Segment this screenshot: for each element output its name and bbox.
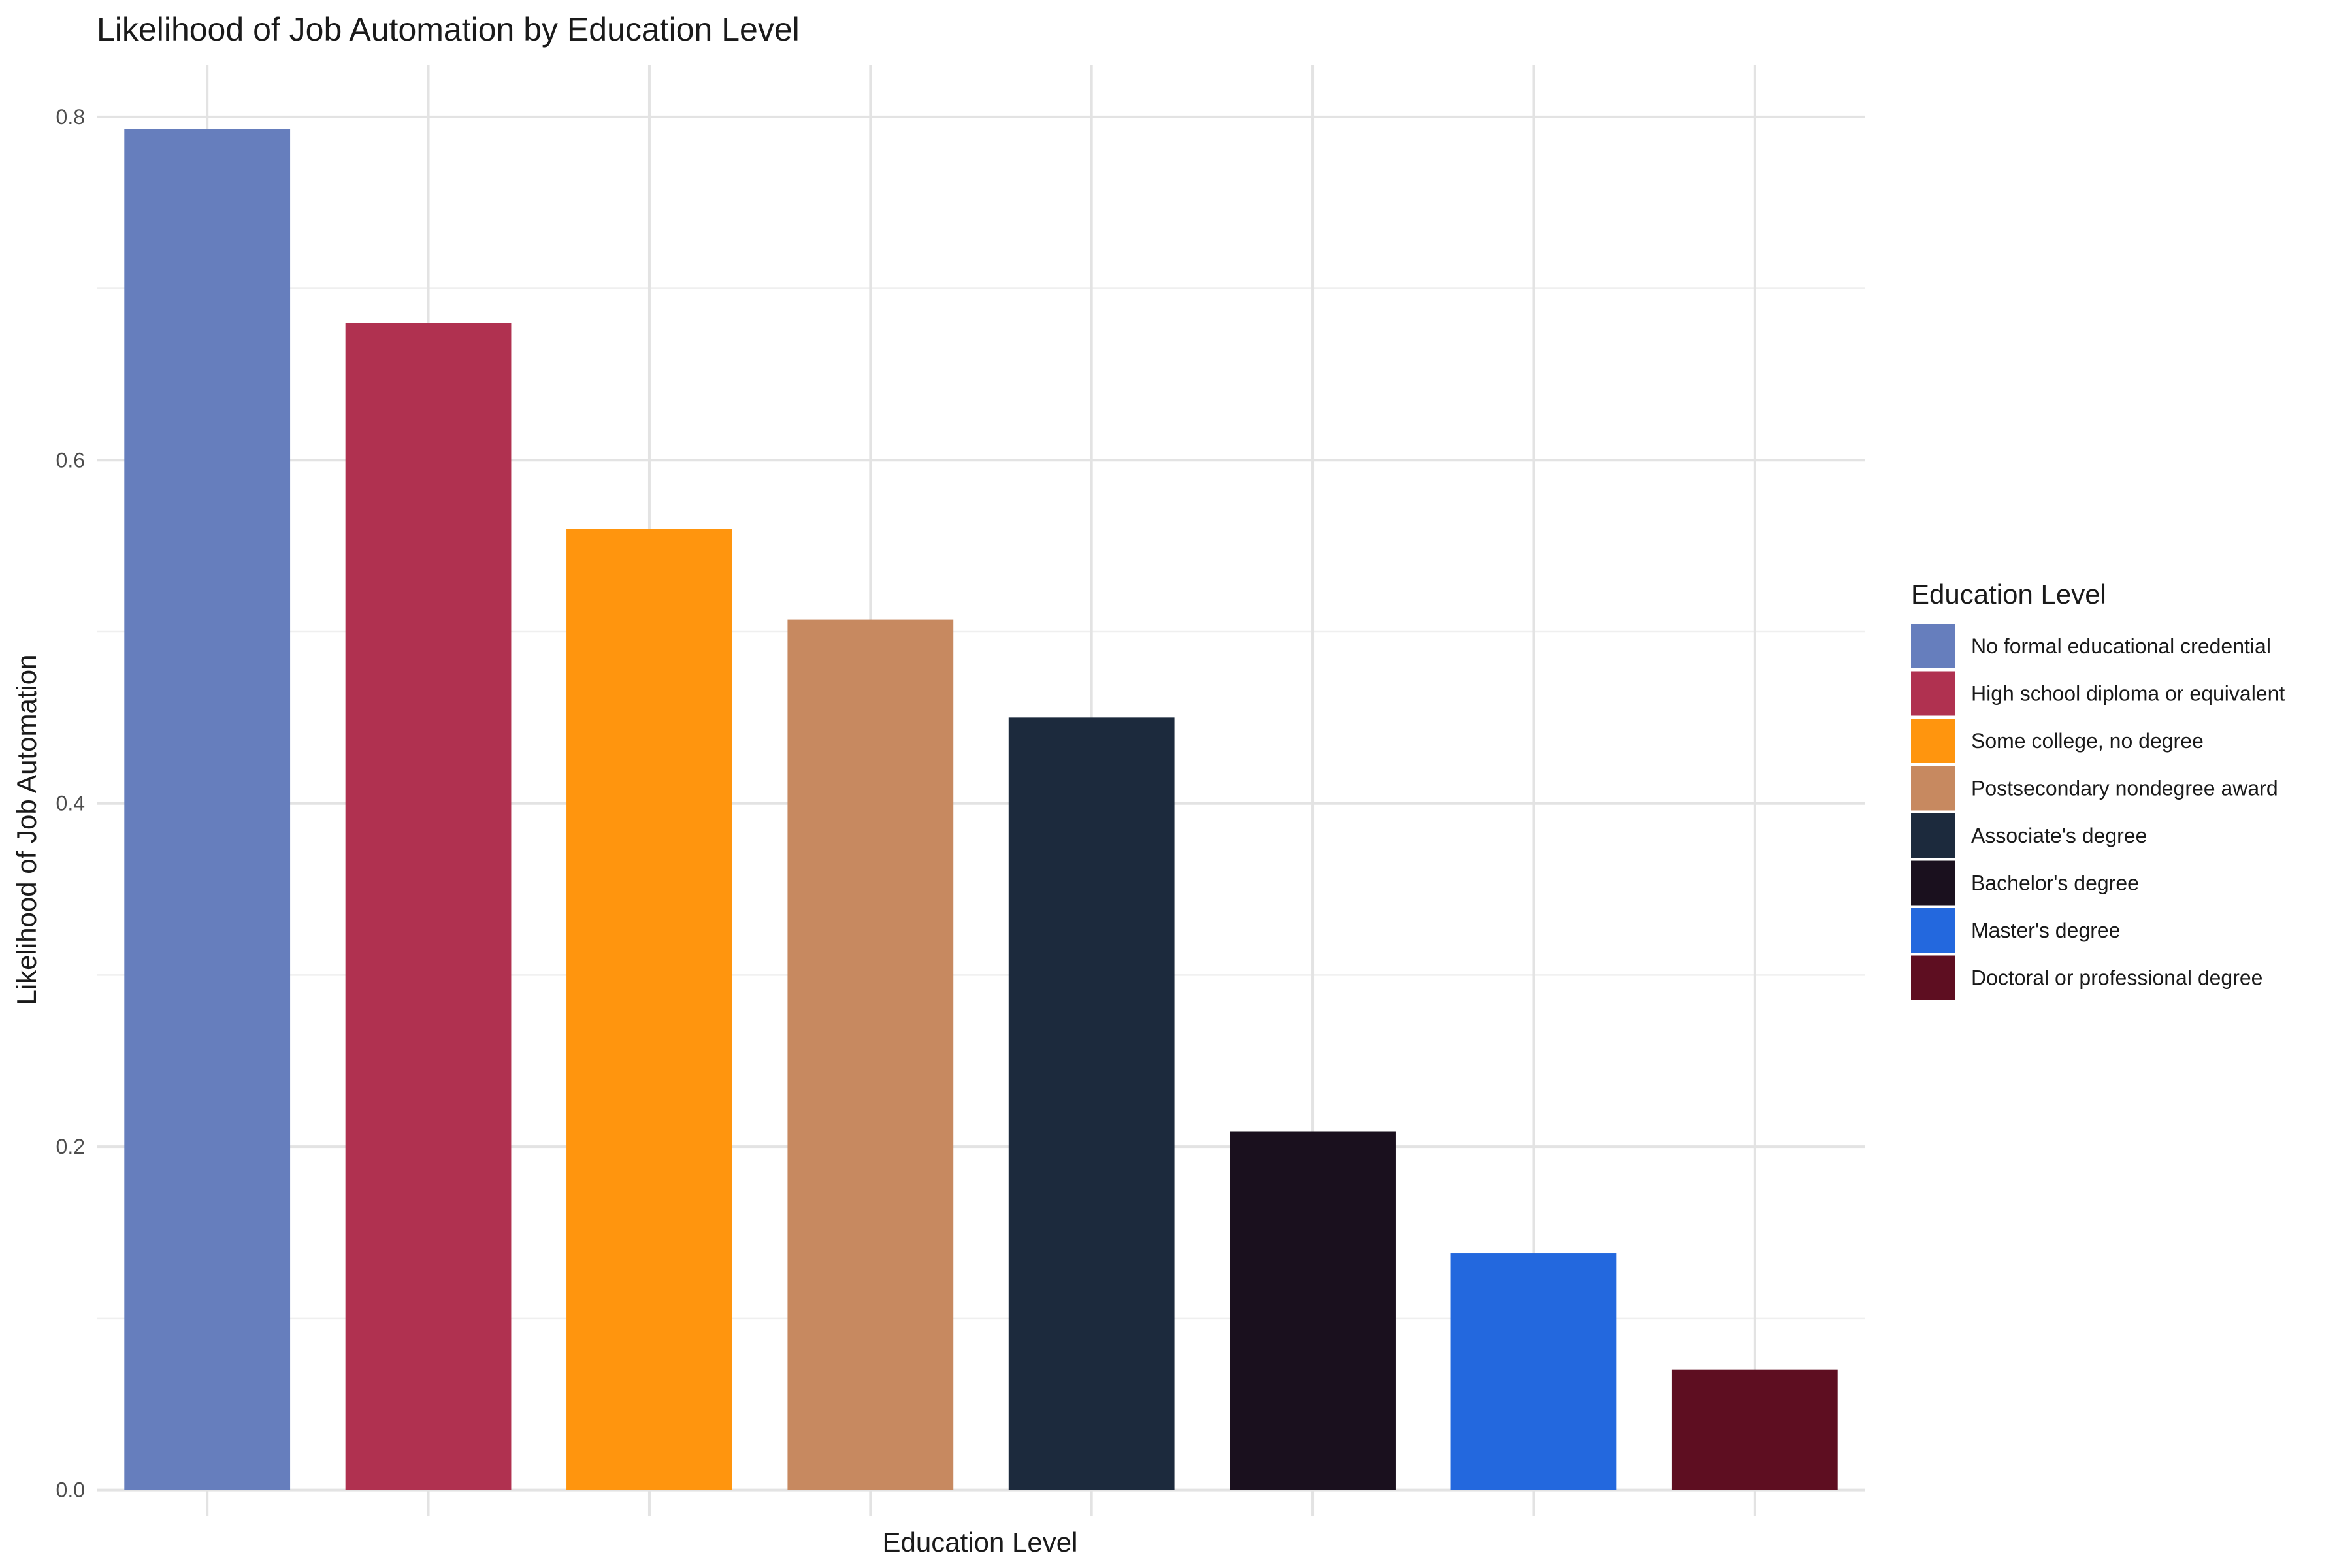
legend-key [1911, 766, 1955, 811]
legend-key [1911, 813, 1955, 858]
legend-key [1911, 719, 1955, 763]
y-tick-label: 0.8 [56, 105, 85, 129]
bar [1230, 1131, 1396, 1490]
bar [1671, 1369, 1838, 1490]
legend-label: High school diploma or equivalent [1971, 682, 2285, 706]
bar [345, 323, 512, 1490]
y-tick-label: 0.6 [56, 448, 85, 472]
legend-key [1911, 671, 1955, 716]
legend-label: Bachelor's degree [1971, 872, 2139, 895]
bar [1008, 717, 1175, 1490]
chart-title: Likelihood of Job Automation by Educatio… [97, 11, 800, 48]
legend-key [1911, 955, 1955, 1000]
legend: Education Level No formal educational cr… [1911, 579, 2285, 1000]
y-tick-label: 0.0 [56, 1478, 85, 1502]
legend-label: Master's degree [1971, 919, 2120, 942]
legend-label: Some college, no degree [1971, 729, 2204, 753]
legend-key [1911, 860, 1955, 906]
bars [124, 129, 1838, 1490]
bar [1450, 1253, 1617, 1490]
legend-key [1911, 624, 1955, 668]
bar [566, 529, 732, 1490]
bar [787, 619, 954, 1490]
legend-label: Associate's degree [1971, 824, 2147, 847]
legend-key [1911, 908, 1955, 953]
legend-title: Education Level [1911, 579, 2106, 610]
legend-label: No formal educational credential [1971, 634, 2271, 658]
legend-label: Doctoral or professional degree [1971, 966, 2262, 990]
x-axis-title: Education Level [883, 1527, 1078, 1558]
bar [124, 129, 291, 1490]
y-tick-label: 0.2 [56, 1135, 85, 1158]
y-tick-label: 0.4 [56, 792, 85, 815]
y-axis-ticks: 0.0 0.2 0.4 0.6 0.8 [56, 105, 85, 1502]
y-axis-title: Likelihood of Job Automation [11, 654, 42, 1005]
legend-label: Postsecondary nondegree award [1971, 777, 2278, 800]
